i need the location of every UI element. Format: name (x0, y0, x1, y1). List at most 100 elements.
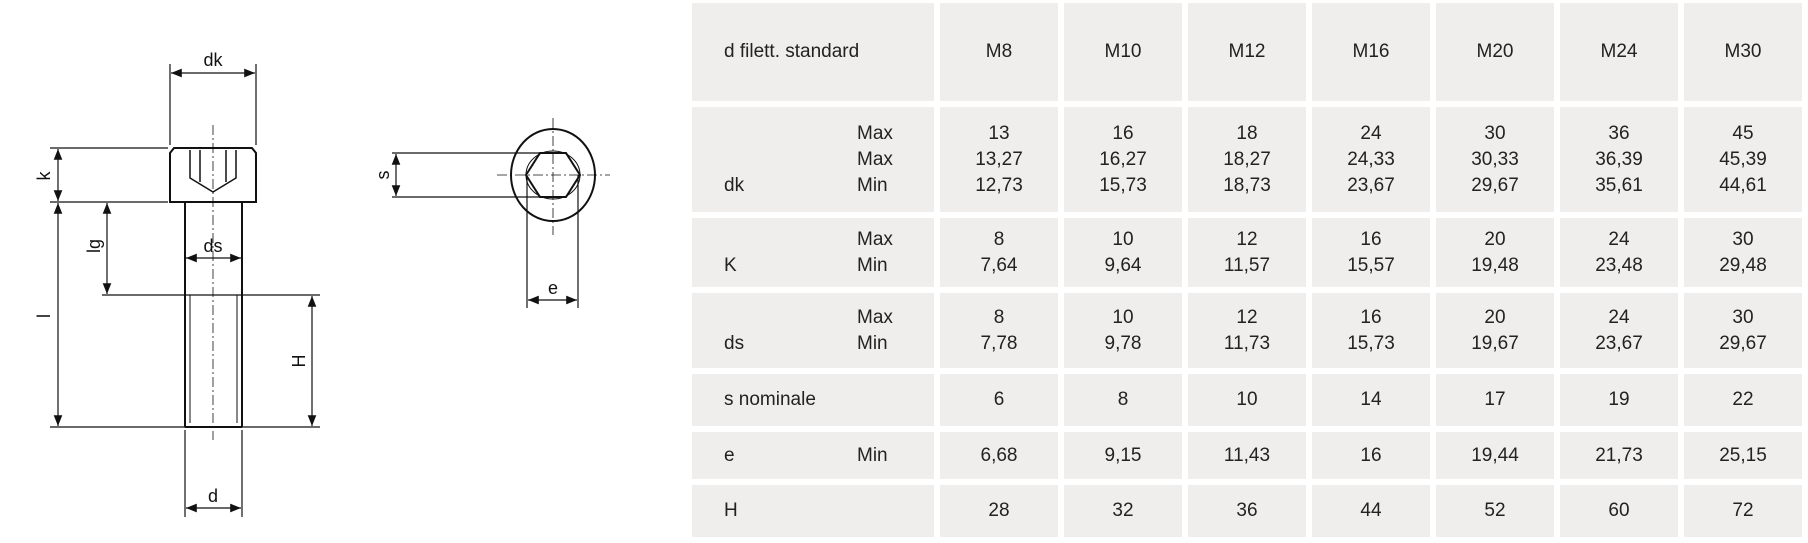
value-cell: 18 18,27 18,73 (1188, 107, 1306, 212)
value: 45,39 (1719, 148, 1767, 170)
value: 9,15 (1104, 444, 1142, 466)
qualifier: Min (857, 332, 888, 354)
header-row: d filett. standard M8 M10 M12 M16 M20 M24 M30 (692, 3, 1802, 101)
value-cell: 14 (1312, 374, 1430, 426)
row-label-cell: K Max Min (692, 218, 934, 287)
value: 8 (993, 306, 1005, 328)
value: 6,68 (980, 444, 1018, 466)
value: 14 (1360, 389, 1382, 410)
table-row: K Max Min 8 7,64 10 9,64 12 11,57 16 15,57 20 19,48 2… (692, 218, 1802, 287)
value: 15,73 (1099, 174, 1147, 196)
value: 16 (1360, 306, 1382, 328)
value-cell: 16 15,57 (1312, 218, 1430, 287)
value: 44 (1360, 500, 1382, 521)
value-cell: 22 (1684, 374, 1802, 426)
qualifier: Max (857, 122, 893, 144)
value-cell: 28 (940, 485, 1058, 537)
row-name: K (724, 254, 737, 276)
value-cell: 36 36,39 35,61 (1560, 107, 1678, 212)
value: 21,73 (1595, 444, 1643, 466)
header-label: d filett. standard (724, 41, 860, 62)
qualifier: Min (857, 174, 888, 196)
qualifier: Max (857, 306, 893, 328)
value: 16 (1360, 228, 1382, 250)
value-cell: 60 (1560, 485, 1678, 537)
table-row: s nominale 6 8 10 14 17 19 22 (692, 374, 1802, 426)
value: 44,61 (1719, 174, 1767, 196)
value: 17 (1484, 389, 1506, 410)
dimension-table: d filett. standard M8 M10 M12 M16 M20 M24 M30 dk… (686, 0, 1808, 543)
value: 36 (1236, 500, 1258, 521)
value: 32 (1112, 500, 1134, 521)
value-cell: 12 11,73 (1188, 293, 1306, 368)
value: 8 (1117, 389, 1129, 410)
value: 30 (1732, 228, 1754, 250)
value-cell: 45 45,39 44,61 (1684, 107, 1802, 212)
value: 16 (1360, 444, 1382, 466)
table-row: e Min 6,68 9,15 11,43 16 19,44 21,73 25,15 (692, 432, 1802, 479)
value: 20 (1484, 306, 1506, 328)
value: 11,43 (1223, 444, 1271, 466)
value: 28 (988, 500, 1010, 521)
dim-label-dk: dk (203, 50, 223, 70)
value-cell: 30 29,48 (1684, 218, 1802, 287)
row-name: e (724, 444, 735, 466)
value: 19,67 (1471, 332, 1519, 354)
row-qualifiers: Max Min (857, 305, 893, 357)
column-header: M12 (1188, 3, 1306, 101)
table-row: H 28 32 36 44 52 60 72 (692, 485, 1802, 537)
value: 13,27 (975, 148, 1023, 170)
value: 72 (1732, 500, 1754, 521)
screw-side-view (50, 64, 320, 517)
value: 11,73 (1223, 332, 1271, 354)
value: 19 (1608, 389, 1630, 410)
value: 52 (1484, 500, 1506, 521)
value-cell: 11,43 (1188, 432, 1306, 479)
value: 12,73 (975, 174, 1023, 196)
value: 10 (1236, 389, 1258, 410)
value-cell: 25,15 (1684, 432, 1802, 479)
value-cell: 19 (1560, 374, 1678, 426)
value: 7,78 (980, 332, 1018, 354)
value: 16,27 (1099, 148, 1147, 170)
value: 29,67 (1471, 174, 1519, 196)
value: 23,67 (1347, 174, 1395, 196)
value-cell: 10 9,64 (1064, 218, 1182, 287)
column-header: M8 (940, 3, 1058, 101)
row-name: dk (724, 174, 745, 196)
value: 35,61 (1595, 174, 1643, 196)
dim-label-k: k (34, 171, 54, 181)
qualifier: Min (857, 254, 888, 276)
value-cell: 12 11,57 (1188, 218, 1306, 287)
value-cell: 30 29,67 (1684, 293, 1802, 368)
value-cell: 16 15,73 (1312, 293, 1430, 368)
value-cell: 20 19,48 (1436, 218, 1554, 287)
value-cell: 6 (940, 374, 1058, 426)
value-cell: 32 (1064, 485, 1182, 537)
qualifier: Min (857, 444, 888, 466)
value: 12 (1236, 228, 1258, 250)
row-qualifiers: Max Max Min (857, 121, 893, 199)
value: 30,33 (1471, 148, 1519, 170)
value-cell: 16 (1312, 432, 1430, 479)
value: 24 (1608, 306, 1630, 328)
value: 23,67 (1595, 332, 1643, 354)
value-cell: 20 19,67 (1436, 293, 1554, 368)
dim-label-lg: lg (84, 239, 104, 253)
screw-technical-drawing: dk k lg l ds H d s e (34, 50, 610, 517)
column-header: M16 (1312, 3, 1430, 101)
row-qualifiers: Max Min (857, 227, 893, 279)
value-cell: 24 23,67 (1560, 293, 1678, 368)
value-cell: 6,68 (940, 432, 1058, 479)
value-cell: 8 7,64 (940, 218, 1058, 287)
value: 11,57 (1223, 254, 1271, 276)
screw-top-view (391, 118, 610, 308)
row-qualifiers: Min (857, 443, 888, 469)
value-cell: 13 13,27 12,73 (940, 107, 1058, 212)
value: 60 (1608, 500, 1630, 521)
value-cell: 10 (1188, 374, 1306, 426)
value: 8 (993, 228, 1005, 250)
value: 22 (1732, 389, 1754, 410)
row-label-cell: H (692, 485, 934, 537)
value: 45 (1732, 122, 1754, 144)
